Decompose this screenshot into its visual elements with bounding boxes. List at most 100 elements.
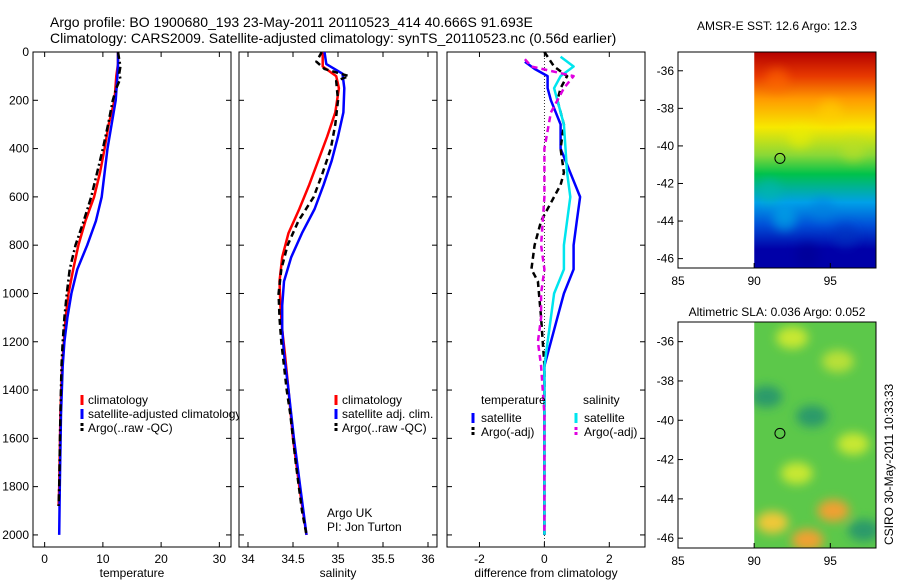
sla_map-ytick-label: -42: [657, 453, 675, 467]
salinity-series-line: [280, 51, 346, 536]
sla_map-argo-position-marker: [774, 427, 786, 439]
temperature-legend-label: satellite-adjusted climatology: [88, 407, 241, 421]
salinity-frame: [238, 51, 438, 548]
sla_map-anomaly-patch: [847, 519, 877, 542]
sst_map-xtick-label: 85: [671, 274, 685, 288]
sla_map-xtick-label: 85: [671, 554, 685, 568]
sst_map-texture-blob: [795, 242, 820, 267]
salinity-xtick-label: 36: [421, 552, 435, 566]
temperature-xtick-label: 0: [41, 552, 48, 566]
depth-tick-label: 0: [22, 45, 29, 59]
sst_map-panel: AMSR-E SST: 12.6 Argo: 12.3 85 90 95 -36 -38 -…: [657, 19, 877, 288]
salinity-xtick-label: 34.5: [281, 552, 305, 566]
salinity-xtick-label: 35.5: [371, 552, 395, 566]
sst_map-texture-blob: [818, 100, 843, 125]
depth-tick-label: 200: [9, 93, 29, 107]
difference-xlabel: difference from climatology: [474, 566, 617, 580]
difference-legend-label: satellite: [584, 411, 625, 425]
sst_map-argo-position-marker: [774, 152, 786, 164]
difference-legend-heading: temperature: [481, 393, 546, 407]
depth-tick-label: 2000: [2, 528, 29, 542]
sst_map-texture-blob: [765, 68, 789, 93]
sst_map-texture: [757, 68, 866, 267]
difference-xtick-label: 2: [606, 552, 613, 566]
salinity-xlabel: salinity: [320, 566, 357, 580]
argo-credit-annotation: Argo UK: [327, 506, 372, 520]
salinity-legend-label: satellite adj. clim.: [342, 407, 433, 421]
sst_map-texture-blob: [772, 207, 797, 232]
depth-tick-label: 400: [9, 142, 29, 156]
temperature-xtick-label: 30: [213, 552, 227, 566]
sst_map-ytick-label: -42: [657, 176, 675, 190]
sla_map-anomaly-patch: [776, 326, 809, 349]
sla_map-ytick-label: -44: [657, 492, 675, 506]
sla_map-anomaly-patch: [817, 499, 850, 522]
sst_map-ytick-label: -46: [657, 252, 675, 266]
temperature-xtick-label: 10: [96, 552, 110, 566]
sla_map-anomaly-patch: [780, 462, 813, 485]
sla_map-anomaly-patch: [756, 511, 789, 534]
difference-series-line: [523, 58, 575, 535]
difference-xtick-label: 0: [541, 552, 548, 566]
sst_map-data-field: [754, 52, 876, 268]
sla_map-data-field: [754, 322, 877, 548]
sla_map-anomaly-patch: [754, 385, 783, 408]
difference-xtick-label: -2: [474, 552, 485, 566]
temperature-xlabel: temperature: [100, 566, 165, 580]
salinity-legend-label: Argo(..raw -QC): [342, 421, 427, 435]
sla_map-ytick-label: -46: [657, 531, 675, 545]
difference-legend-heading: salinity: [583, 393, 620, 407]
temperature-legend-label: Argo(..raw -QC): [88, 421, 173, 435]
sla_map-anomaly-patch: [837, 432, 870, 455]
depth-tick-label: 1600: [2, 431, 29, 445]
sla_map-anomaly-patch: [791, 529, 824, 548]
sla_map-ytick-label: -36: [657, 335, 675, 349]
depth-tick-label: 1800: [2, 480, 29, 494]
sla_map-xtick-label: 90: [747, 554, 761, 568]
header-line-2: Climatology: CARS2009. Satellite-adjuste…: [50, 30, 617, 46]
salinity-xtick-label: 35: [331, 552, 345, 566]
sst_map-ytick-label: -38: [657, 101, 675, 115]
depth-tick-label: 1000: [2, 286, 29, 300]
difference-legend-label: Argo(-adj): [481, 425, 534, 439]
sla_map-anomaly-patch: [796, 405, 829, 428]
difference-legend-label: Argo(-adj): [584, 425, 637, 439]
depth-tick-label: 800: [9, 238, 29, 252]
sla_map-ytick-label: -40: [657, 413, 675, 427]
sst_map-ytick-label: -36: [657, 64, 675, 78]
sst_map-xtick-label: 90: [747, 274, 761, 288]
difference-series-line: [530, 51, 569, 535]
argo-credit-annotation: PI: Jon Turton: [327, 520, 402, 534]
sst_map-ytick-label: -40: [657, 139, 675, 153]
sst_map-texture-blob: [841, 137, 866, 162]
temperature-xtick-label: 20: [154, 552, 168, 566]
depth-tick-label: 600: [9, 190, 29, 204]
salinity-legend-label: climatology: [342, 393, 402, 407]
difference-series-line: [524, 60, 582, 535]
sla_map-texture: [754, 326, 877, 548]
temperature-series-line: [57, 52, 120, 535]
sst_map-texture-blob: [787, 124, 812, 149]
sst_map-frame: [677, 51, 877, 269]
sst_map-texture-blob: [810, 197, 835, 222]
sla_map-title: Altimetric SLA: 0.036 Argo: 0.052: [689, 305, 866, 319]
sst_map-texture-blob: [833, 224, 858, 249]
sst_map-texture-blob: [757, 178, 782, 203]
sla_map-anomaly-patch: [821, 350, 854, 373]
sla_map-xtick-label: 95: [824, 554, 838, 568]
depth-tick-label: 1200: [2, 335, 29, 349]
salinity-panel: 34 34.5 35 35.5 36 salinity climatologysatelli…: [238, 51, 438, 580]
temperature-panel: 0 10 20 30 0 200 400 600 800 1000 1200 1400 1600 1800…: [2, 45, 241, 580]
sst_map-ytick-label: -44: [657, 214, 675, 228]
sla_map-ytick-label: -38: [657, 374, 675, 388]
sla_map-frame: [677, 321, 877, 549]
difference-series-line: [543, 55, 575, 535]
temperature-series-line: [57, 51, 122, 507]
difference-legend-label: satellite: [481, 411, 522, 425]
sla_map-panel: Altimetric SLA: 0.036 Argo: 0.052 85 90 95 -…: [657, 305, 877, 568]
difference-frame: [446, 51, 646, 548]
depth-tick-label: 1400: [2, 383, 29, 397]
header-line-1: Argo profile: BO 1900680_193 23-May-2011…: [50, 14, 533, 30]
